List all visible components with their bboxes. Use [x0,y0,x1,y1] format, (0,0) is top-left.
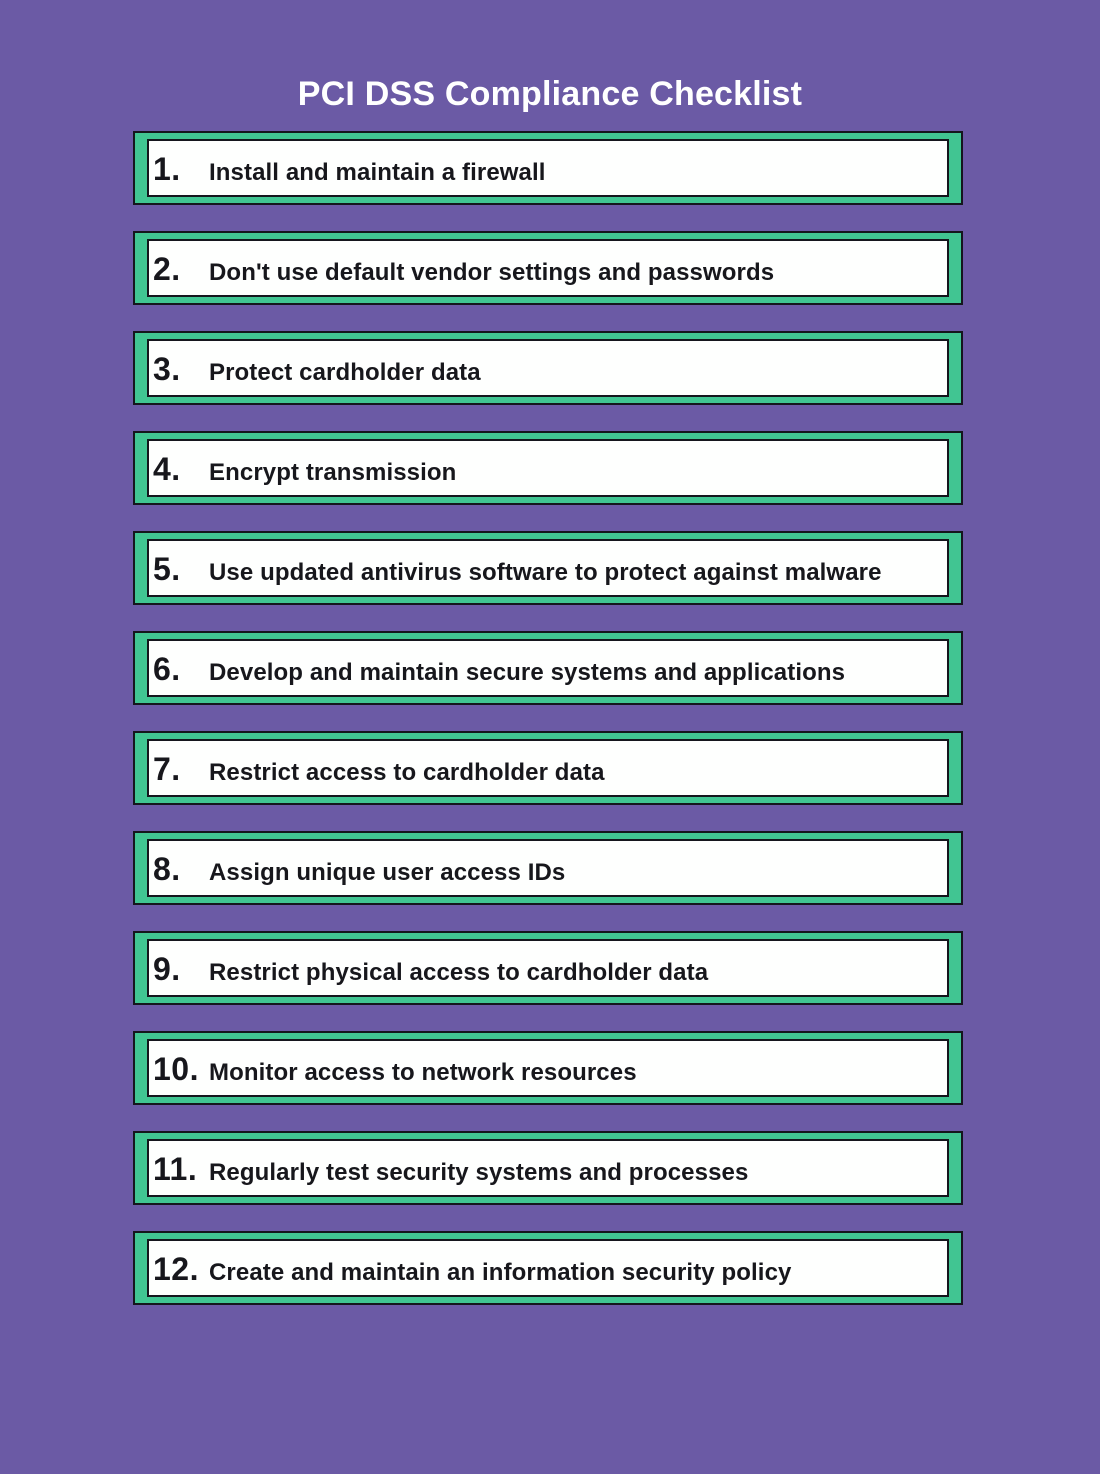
item-number: 10. [153,1051,199,1087]
item-number: 3. [153,351,181,387]
checklist-item: 4. Encrypt transmission [133,431,963,505]
item-number: 11. [153,1151,198,1187]
checklist-item-inner: 6. Develop and maintain secure systems an… [147,639,949,697]
checklist-item: 12. Create and maintain an information se… [133,1231,963,1305]
checklist-item-inner: 2. Don't use default vendor settings and … [147,239,949,297]
checklist-item: 6. Develop and maintain secure systems an… [133,631,963,705]
checklist-item: 10. Monitor access to network resources [133,1031,963,1105]
checklist-item: 11. Regularly test security systems and p… [133,1131,963,1205]
item-number: 6. [153,651,181,687]
item-number: 12. [153,1251,199,1287]
item-number: 1. [153,151,181,187]
checklist-item: 1. Install and maintain a firewall [133,131,963,205]
item-number: 7. [153,751,181,787]
item-label: Restrict access to cardholder data [209,759,605,786]
checklist-item: 3. Protect cardholder data [133,331,963,405]
item-label: Restrict physical access to cardholder d… [209,959,709,986]
checklist-item-inner: 5. Use updated antivirus software to prot… [147,539,949,597]
item-label: Don't use default vendor settings and pa… [209,259,775,286]
item-label: Develop and maintain secure systems and … [209,659,846,686]
item-number: 5. [153,551,181,587]
checklist: 1. Install and maintain a firewall 2. Don'… [133,131,963,1305]
checklist-item-inner: 9. Restrict physical access to cardholder… [147,939,949,997]
checklist-item-inner: 1. Install and maintain a firewall [147,139,949,197]
item-label: Install and maintain a firewall [209,159,546,186]
checklist-item-inner: 4. Encrypt transmission [147,439,949,497]
checklist-item-inner: 10. Monitor access to network resources [147,1039,949,1097]
checklist-item-inner: 8. Assign unique user access IDs [147,839,949,897]
item-number: 9. [153,951,181,987]
item-label: Monitor access to network resources [209,1059,637,1086]
item-label: Encrypt transmission [209,459,457,486]
item-label: Assign unique user access IDs [209,859,566,886]
checklist-item: 9. Restrict physical access to cardholder… [133,931,963,1005]
checklist-item-inner: 7. Restrict access to cardholder data [147,739,949,797]
item-label: Protect cardholder data [209,359,481,386]
item-number: 4. [153,451,181,487]
item-number: 8. [153,851,181,887]
checklist-item: 7. Restrict access to cardholder data [133,731,963,805]
checklist-item-inner: 3. Protect cardholder data [147,339,949,397]
page-title: PCI DSS Compliance Checklist [297,75,803,113]
item-label: Use updated antivirus software to protec… [209,559,882,586]
item-number: 2. [153,251,181,287]
item-label: Create and maintain an information secur… [209,1259,792,1286]
checklist-item: 5. Use updated antivirus software to prot… [133,531,963,605]
checklist-item: 2. Don't use default vendor settings and … [133,231,963,305]
item-label: Regularly test security systems and proc… [209,1159,749,1186]
checklist-item: 8. Assign unique user access IDs [133,831,963,905]
checklist-item-inner: 12. Create and maintain an information se… [147,1239,949,1297]
checklist-item-inner: 11. Regularly test security systems and p… [147,1139,949,1197]
